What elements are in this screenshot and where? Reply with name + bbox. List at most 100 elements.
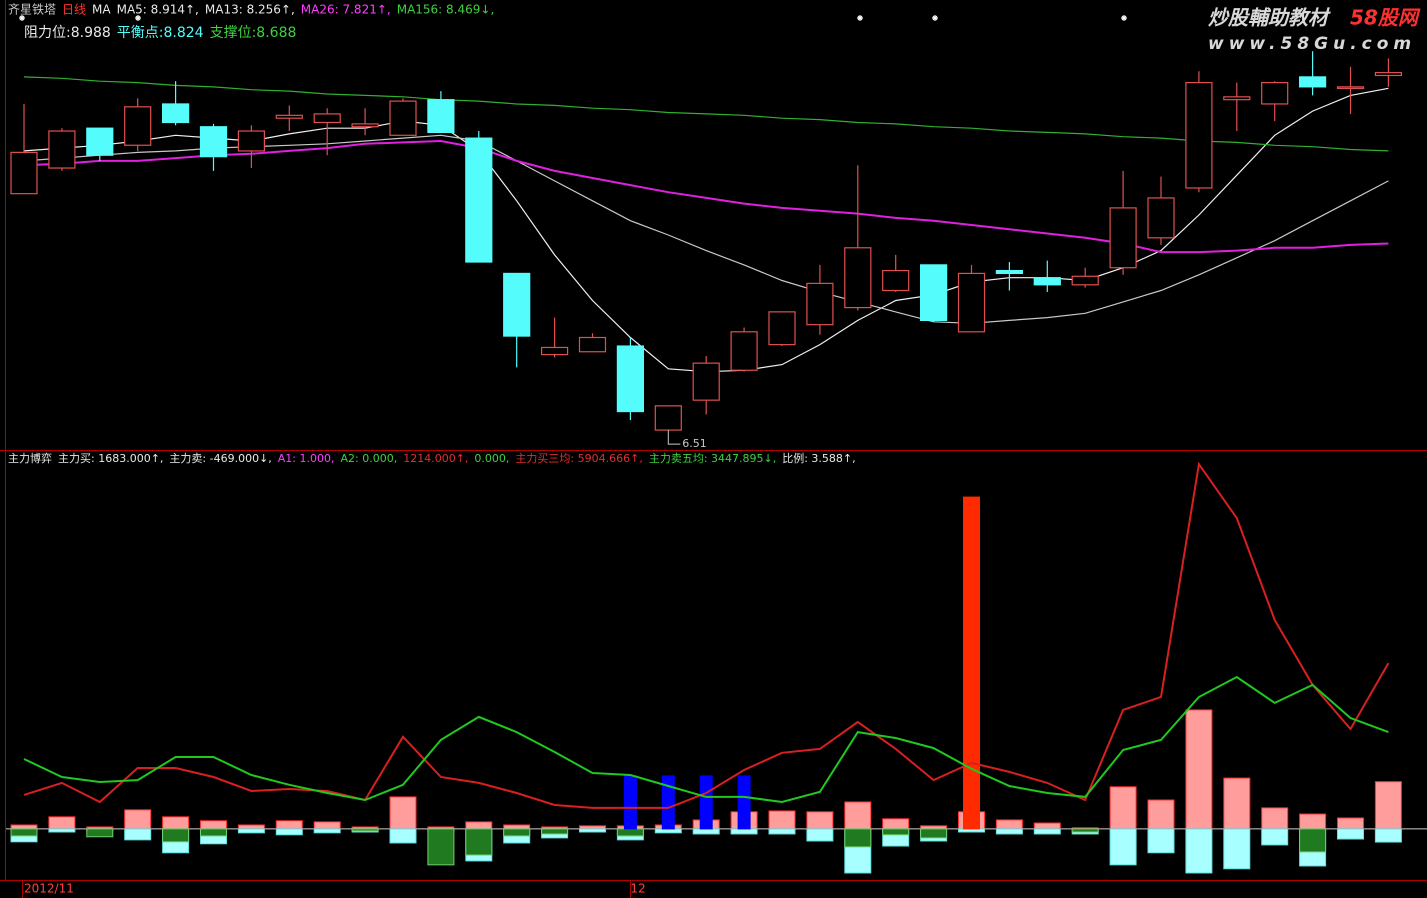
- candle-body: [1109, 207, 1137, 269]
- star-marker: [1121, 15, 1127, 21]
- watermark-brand: 58股网: [1350, 6, 1421, 30]
- candle-body: [427, 99, 455, 134]
- indicator-bar: [1261, 807, 1289, 830]
- candle-body: [995, 269, 1024, 275]
- candle-body: [957, 272, 986, 333]
- indicator-bar: [844, 828, 872, 848]
- candle-body: [540, 346, 569, 356]
- indicator-bar: [661, 775, 675, 830]
- indicator-bar: [1337, 817, 1364, 830]
- indicator-bar: [162, 816, 190, 830]
- indicator-readout: A1: 1.000,: [278, 452, 335, 465]
- indicator-bar: [465, 828, 493, 856]
- ma-readout: MA26: 7.821↑,: [301, 3, 391, 17]
- indicator-bar: [465, 821, 493, 830]
- candle-body: [10, 151, 38, 195]
- indicator-bar: [844, 801, 872, 830]
- stock-name: 齐星铁塔: [8, 2, 56, 17]
- indicator-bar: [1033, 828, 1061, 835]
- indicator-bar: [1299, 828, 1327, 853]
- watermark-text: 炒股輔助教材: [1208, 6, 1331, 30]
- indicator-bar: [10, 828, 38, 837]
- indicator-bar: [654, 828, 682, 834]
- indicator-bar: [995, 819, 1023, 830]
- indicator-bar: [1147, 799, 1175, 830]
- indicator-bar: [1071, 828, 1099, 833]
- min-label: 6.51: [682, 437, 707, 450]
- indicator-bar: [313, 828, 341, 834]
- indicator-bar: [48, 816, 76, 830]
- candle-body: [86, 127, 114, 156]
- indicator-bar: [730, 828, 758, 835]
- indicator-bar: [1223, 777, 1251, 830]
- candle-body: [1298, 76, 1327, 88]
- markers: [19, 15, 1127, 21]
- indicator-bar: [10, 824, 38, 830]
- star-marker: [857, 15, 863, 21]
- x-tick-label: 12: [630, 882, 645, 896]
- indicator-bar: [1261, 828, 1289, 846]
- indicator-bar: [124, 809, 152, 830]
- indicator-bar: [737, 775, 751, 830]
- indicator-bar: [692, 828, 720, 835]
- indicator-readout: 主力买: 1683.000↑,: [58, 452, 163, 465]
- indicator-line: [23, 461, 1390, 809]
- candle-body: [806, 282, 834, 326]
- indicator-bar: [579, 828, 606, 833]
- ma-readout: MA: [92, 3, 111, 17]
- indicator-bar: [200, 828, 227, 837]
- candle-body: [616, 345, 645, 413]
- indicator-bar: [1299, 813, 1327, 830]
- candle-body: [730, 331, 758, 371]
- indicator-bar: [768, 810, 796, 830]
- price-level: 阻力位:8.988: [24, 25, 111, 41]
- indicator-bar: [806, 811, 834, 830]
- indicator-bar: [237, 828, 265, 834]
- indicator-bar: [1109, 828, 1137, 866]
- ma-readout: MA156: 8.469↓,: [397, 3, 495, 17]
- candle-body: [692, 362, 720, 401]
- candle-body: [275, 114, 303, 119]
- indicator-bar: [275, 828, 303, 836]
- indicator-bar: [616, 828, 644, 837]
- indicator-readout: 主力卖五均: 3447.895↓,: [649, 452, 776, 465]
- indicator-readout: 1214.000↑,: [403, 452, 468, 465]
- indicator-line: [23, 675, 1389, 804]
- indicator-bar: [389, 796, 417, 830]
- indicator-bar: [1109, 786, 1137, 830]
- period: 日线: [62, 3, 86, 17]
- indicator-bar: [1337, 828, 1364, 840]
- indicator-bar: [768, 828, 796, 835]
- ma-readout: MA5: 8.914↑,: [117, 3, 199, 17]
- indicator-bar: [1033, 822, 1061, 830]
- indicator-bar: [1185, 828, 1213, 874]
- indicator-readout: 主力卖: -469.000↓,: [169, 452, 271, 465]
- candle-body: [1261, 81, 1289, 105]
- candle-body: [389, 100, 417, 136]
- candle-body: [1374, 72, 1403, 77]
- candle-body: [48, 130, 76, 169]
- candle-body: [313, 113, 341, 124]
- indicator-bar: [1223, 828, 1251, 870]
- candle-body: [919, 264, 948, 322]
- candle-body: [162, 103, 190, 124]
- indicator-bar: [623, 775, 637, 830]
- min-pointer: [667, 430, 681, 445]
- indicator-bar: [699, 775, 713, 830]
- candle-body: [1336, 86, 1365, 89]
- indicator-bar: [1147, 828, 1175, 854]
- indicator-bar: [995, 828, 1023, 835]
- indicator-bar: [313, 821, 341, 830]
- star-marker: [135, 15, 141, 21]
- star-marker: [19, 15, 25, 21]
- indicator-bar: [389, 828, 417, 844]
- indicator-readout: 0.000,: [474, 452, 509, 465]
- candle-body: [578, 336, 607, 353]
- indicator-readout: A2: 0.000,: [341, 452, 398, 465]
- candle-body: [503, 272, 531, 337]
- candle-body: [199, 126, 228, 158]
- candle-body: [654, 405, 682, 431]
